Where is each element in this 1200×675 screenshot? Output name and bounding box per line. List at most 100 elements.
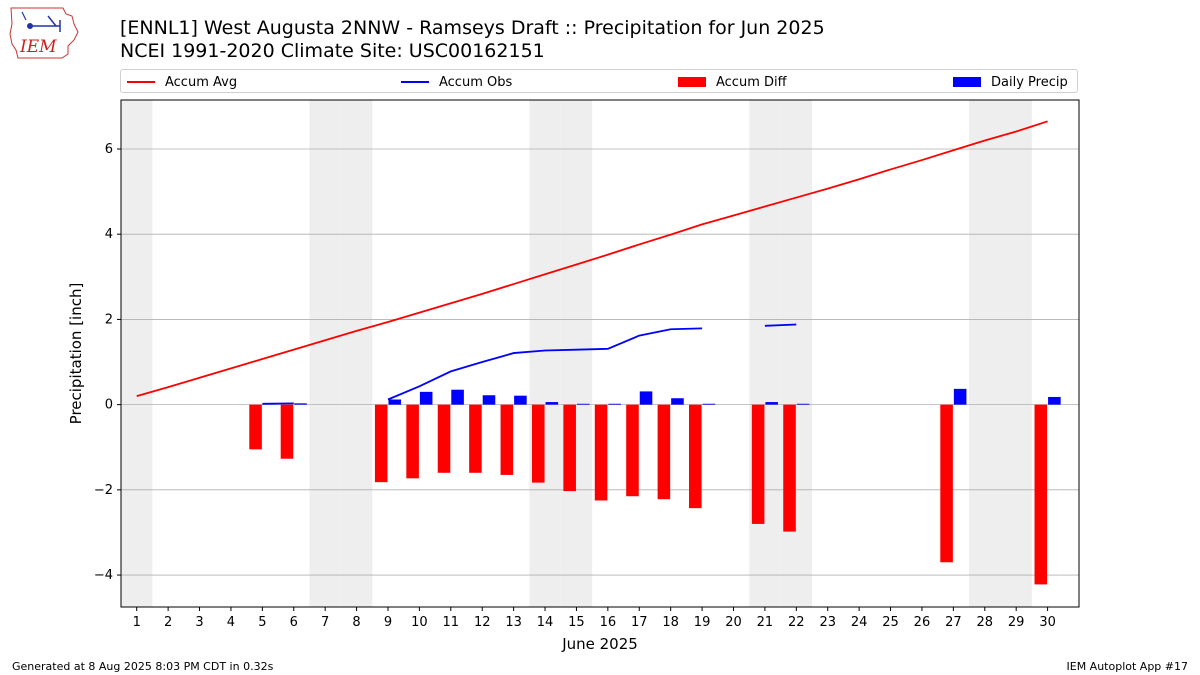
daily-bar-10 — [419, 391, 433, 405]
accum-obs-line-2 — [764, 323, 797, 327]
daily-bar-13 — [514, 395, 527, 405]
daily-bar-18 — [671, 398, 684, 405]
daily-bar-30 — [1048, 396, 1061, 405]
diff-bar-15 — [563, 404, 576, 492]
footer-app: IEM Autoplot App #17 — [1066, 660, 1189, 673]
x-tick-label-10: 10 — [411, 615, 428, 630]
diff-bar-30 — [1034, 404, 1048, 585]
title-line-2: NCEI 1991-2020 Climate Site: USC00162151 — [120, 40, 545, 62]
weekend-band-28 — [969, 100, 1001, 607]
daily-bar-15 — [576, 403, 590, 405]
x-tick-label-16: 16 — [600, 615, 617, 630]
daily-bar-21 — [765, 402, 778, 405]
weekend-band-14 — [529, 100, 561, 607]
diff-bar-27 — [940, 404, 953, 563]
legend-item-accum-avg: Accum Avg — [127, 73, 237, 91]
weekend-band-21 — [749, 100, 781, 607]
daily-bar-14 — [545, 402, 559, 405]
y-tick-label--4: −4 — [94, 568, 113, 583]
footer-generated: Generated at 8 Aug 2025 8:03 PM CDT in 0… — [12, 660, 274, 673]
x-tick-label-30: 30 — [1039, 615, 1056, 630]
diff-bar-17 — [626, 404, 639, 497]
daily-bar-12 — [482, 395, 496, 405]
daily-bar-22 — [796, 403, 810, 405]
legend-item-accum-diff: Accum Diff — [678, 73, 787, 91]
x-tick-label-5: 5 — [258, 615, 266, 630]
x-tick-label-11: 11 — [443, 615, 460, 630]
weekend-band-29 — [1000, 100, 1032, 607]
x-tick-label-14: 14 — [537, 615, 554, 630]
diff-bar-14 — [531, 404, 545, 483]
logo-text: IEM — [19, 37, 57, 57]
x-tick-label-28: 28 — [976, 615, 993, 630]
y-tick-label--2: −2 — [94, 483, 113, 498]
x-tick-label-29: 29 — [1008, 615, 1025, 630]
x-tick-label-19: 19 — [694, 615, 711, 630]
diff-bar-11 — [437, 404, 451, 473]
x-tick-label-2: 2 — [164, 615, 172, 630]
legend-swatch-obs — [401, 81, 429, 83]
daily-bar-17 — [639, 391, 653, 405]
legend-swatch-daily — [953, 77, 981, 87]
legend: Accum Avg Accum Obs Accum Diff Daily Pre… — [120, 69, 1078, 93]
chart-title: [ENNL1] West Augusta 2NNW - Ramseys Draf… — [120, 17, 825, 63]
daily-bar-27 — [953, 388, 967, 405]
x-tick-label-25: 25 — [882, 615, 899, 630]
x-axis-label: June 2025 — [561, 635, 638, 653]
legend-item-accum-obs: Accum Obs — [401, 73, 512, 91]
diff-bar-19 — [689, 404, 702, 509]
title-line-1: [ENNL1] West Augusta 2NNW - Ramseys Draf… — [120, 17, 825, 39]
legend-label-daily: Daily Precip — [991, 74, 1068, 90]
x-tick-label-24: 24 — [851, 615, 868, 630]
legend-label-avg: Accum Avg — [165, 74, 238, 90]
x-tick-label-22: 22 — [788, 615, 805, 630]
legend-swatch-diff — [678, 77, 706, 87]
diff-bar-12 — [469, 404, 482, 473]
x-tick-label-6: 6 — [290, 615, 298, 630]
x-tick-label-27: 27 — [945, 615, 962, 630]
daily-bar-11 — [451, 389, 464, 405]
diff-bar-16 — [594, 404, 608, 501]
x-tick-label-20: 20 — [725, 615, 742, 630]
x-tick-label-15: 15 — [568, 615, 585, 630]
legend-label-obs: Accum Obs — [439, 74, 513, 90]
plot-frame — [120, 99, 1080, 608]
y-tick-label-0: 0 — [105, 398, 113, 413]
diff-bar-22 — [783, 404, 796, 532]
daily-bar-9 — [388, 399, 402, 405]
legend-label-diff: Accum Diff — [716, 74, 787, 90]
daily-bar-16 — [608, 403, 621, 405]
diff-bar-18 — [657, 404, 671, 500]
daily-bar-6 — [294, 403, 307, 405]
daily-bar-19 — [702, 403, 716, 405]
weekend-band-15 — [560, 100, 593, 607]
y-axis-label: Precipitation [inch] — [67, 283, 85, 425]
diff-bar-6 — [280, 404, 294, 459]
x-tick-label-12: 12 — [474, 615, 491, 630]
iem-logo: IEM — [9, 7, 79, 59]
y-tick-label-2: 2 — [105, 312, 113, 327]
diff-bar-5 — [249, 404, 262, 450]
y-tick-label-6: 6 — [105, 142, 113, 157]
x-tick-label-21: 21 — [757, 615, 774, 630]
diff-bar-10 — [406, 404, 419, 479]
legend-item-daily-precip: Daily Precip — [953, 73, 1068, 91]
y-tick-label-4: 4 — [105, 227, 113, 242]
x-tick-label-23: 23 — [819, 615, 836, 630]
accum-obs-line-1 — [387, 327, 703, 401]
weekend-band-8 — [340, 100, 373, 607]
x-tick-label-3: 3 — [195, 615, 203, 630]
x-tick-label-4: 4 — [227, 615, 235, 630]
x-tick-label-18: 18 — [662, 615, 679, 630]
weekend-band-1 — [121, 100, 153, 607]
x-tick-label-26: 26 — [914, 615, 931, 630]
diff-bar-13 — [500, 404, 514, 475]
accum-avg-line — [136, 120, 1048, 397]
x-tick-label-13: 13 — [505, 615, 522, 630]
weekend-band-7 — [309, 100, 341, 607]
x-tick-label-8: 8 — [352, 615, 360, 630]
x-tick-label-9: 9 — [384, 615, 392, 630]
x-tick-label-7: 7 — [321, 615, 329, 630]
x-tick-label-1: 1 — [133, 615, 141, 630]
